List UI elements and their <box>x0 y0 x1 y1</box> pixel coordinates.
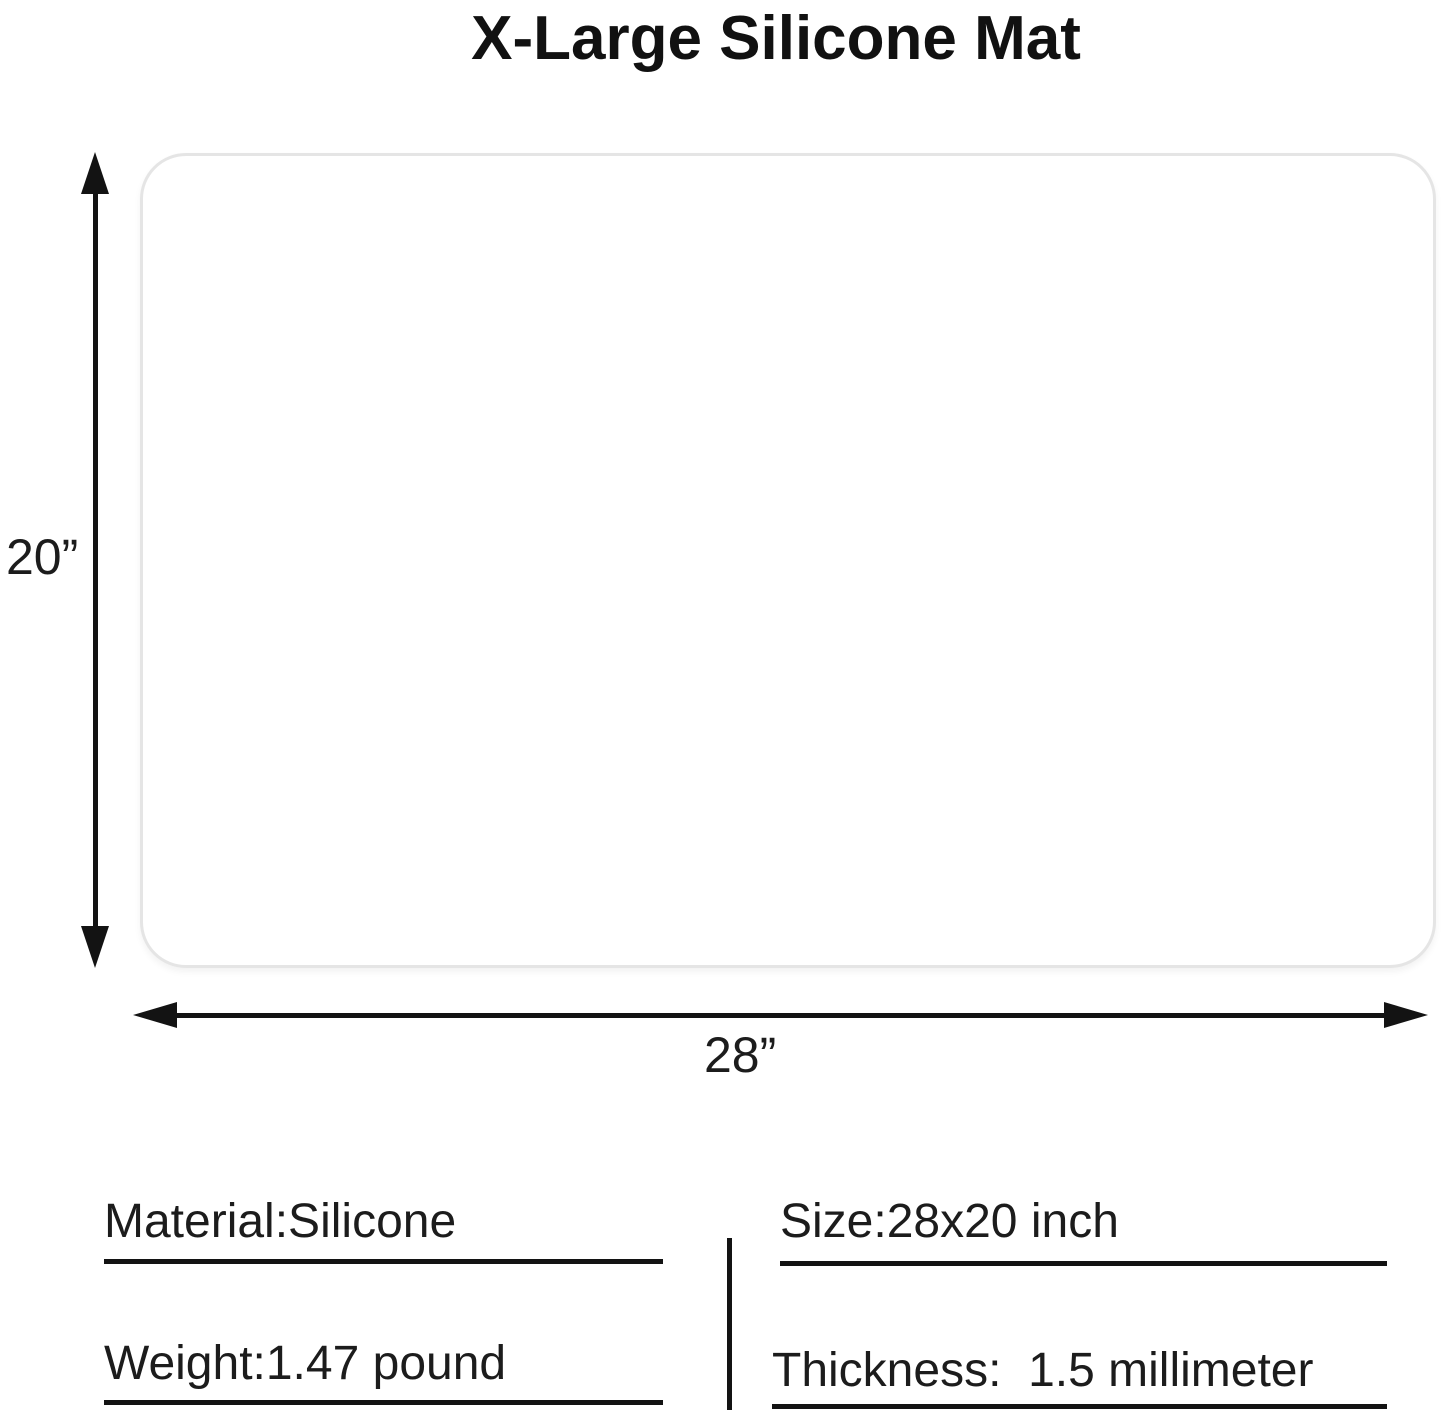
spec-weight-underline <box>104 1400 663 1405</box>
spec-material: Material:Silicone <box>104 1195 457 1248</box>
silicone-mat-outline <box>140 153 1436 968</box>
arrow-right-icon <box>1384 1002 1428 1028</box>
spec-column-divider <box>727 1238 732 1410</box>
spec-size-underline <box>780 1261 1387 1266</box>
height-arrow-shaft <box>93 188 98 930</box>
width-arrow-shaft <box>172 1013 1388 1018</box>
spec-weight: Weight:1.47 pound <box>104 1337 507 1390</box>
spec-thickness: Thickness: 1.5 millimeter <box>772 1344 1314 1397</box>
page-title: X-Large Silicone Mat <box>471 4 1081 73</box>
spec-material-underline <box>104 1259 663 1264</box>
spec-thickness-underline <box>772 1404 1387 1409</box>
arrow-down-icon <box>81 926 109 968</box>
width-dimension-label: 28” <box>704 1027 777 1083</box>
spec-size: Size:28x20 inch <box>780 1195 1119 1248</box>
height-dimension-label: 20” <box>6 529 79 585</box>
arrow-left-icon <box>133 1002 177 1028</box>
arrow-up-icon <box>81 152 109 194</box>
